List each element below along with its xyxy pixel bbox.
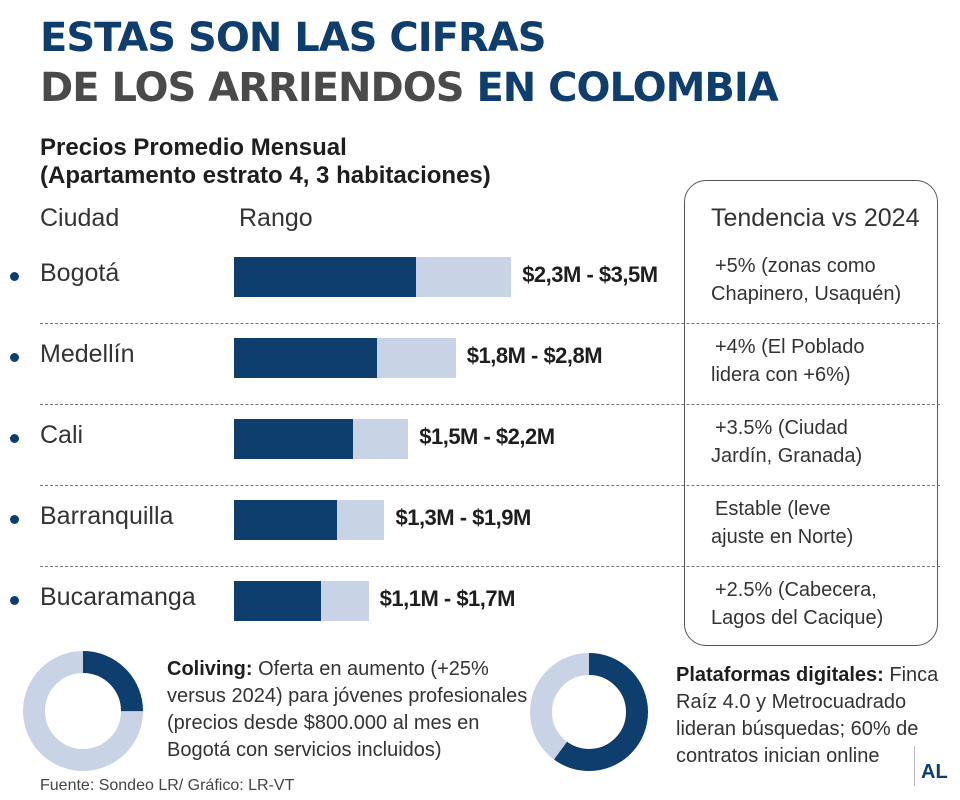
range-label-bogota: $2,3M - $3,5M [522, 262, 658, 287]
trend-text-barranquilla-1: Estable (leve [715, 498, 831, 520]
bullet-dot [10, 596, 19, 605]
range-bar-min-cali [234, 419, 353, 459]
coliving-text-3: (precios desde $800.000 al mes en [167, 712, 480, 734]
trend-text-medellin-2: lidera con +6%) [711, 364, 851, 386]
trend-text-medellin-1: +4% (El Poblado [715, 336, 865, 358]
range-label-cali: $1,5M - $2,2M [419, 424, 555, 449]
bullet-dot [10, 353, 19, 362]
coliving-text-4: Bogotá con servicios incluidos) [167, 739, 442, 761]
row-separator [40, 566, 940, 567]
plataformas-label: Plataformas digitales: [676, 664, 884, 686]
plataformas-text-2: Raíz 4.0 y Metrocuadrado [676, 691, 907, 713]
coliving-label: Coliving: [167, 658, 253, 680]
coliving-donut-fill [23, 651, 143, 771]
coliving-text-2: versus 2024) para jóvenes profesionales [167, 685, 528, 707]
plataformas-donut [530, 653, 648, 771]
trend-text-bucaramanga-1: +2.5% (Cabecera, [715, 579, 877, 601]
title-line-1: ESTAS SON LAS CIFRAS [40, 15, 547, 61]
column-header-range: Rango [239, 204, 313, 232]
range-label-barranquilla: $1,3M - $1,9M [395, 505, 531, 530]
city-label-barranquilla: Barranquilla [40, 502, 174, 530]
bullet-dot [10, 272, 19, 281]
subtitle-line-1: Precios Promedio Mensual [40, 134, 347, 161]
bullet-dot [10, 434, 19, 443]
coliving-note-line-1: Coliving: Oferta en aumento (+25% [167, 656, 527, 683]
trend-text-bogota-2: Chapinero, Usaquén) [711, 283, 902, 305]
plataformas-note: Plataformas digitales: Finca Raíz 4.0 y … [676, 662, 938, 770]
row-separator [40, 485, 940, 486]
range-label-bucaramanga: $1,1M - $1,7M [379, 586, 516, 611]
source-note: Fuente: Sondeo LR/ Gráfico: LR-VT [40, 777, 295, 794]
row-separator [40, 323, 940, 324]
plataformas-text-3: lideran búsquedas; 60% de [676, 718, 919, 740]
plataformas-text-4: contratos inician online [676, 745, 880, 767]
bullet-dot [10, 515, 19, 524]
coliving-note: Coliving: Oferta en aumento (+25% versus… [167, 656, 527, 764]
subtitle-line-2: (Apartamento estrato 4, 3 habitaciones) [40, 162, 491, 189]
range-label-medellin: $1,8M - $2,8M [466, 343, 603, 368]
column-header-trend: Tendencia vs 2024 [711, 204, 920, 232]
city-label-cali: Cali [40, 421, 84, 449]
range-bar-min-bogota [234, 257, 417, 297]
logo-divider [914, 746, 915, 786]
trend-text-bogota-1: +5% (zonas como [715, 255, 876, 277]
range-bar-min-medellin [234, 338, 377, 378]
coliving-text-1: Oferta en aumento (+25% [252, 658, 489, 680]
trend-column-box [684, 180, 938, 646]
row-separator [40, 404, 940, 405]
plataformas-note-line-1: Plataformas digitales: Finca [676, 662, 938, 689]
column-header-city: Ciudad [40, 204, 120, 232]
trend-text-cali-1: +3.5% (Ciudad [715, 417, 848, 439]
plataformas-text-1: Finca [883, 664, 939, 686]
subtitle: Precios Promedio Mensual (Apartamento es… [40, 134, 491, 190]
title-line-2: DE LOS ARRIENDOS EN COLOMBIA [40, 64, 779, 112]
range-bar-min-barranquilla [234, 500, 337, 540]
city-label-bogota: Bogotá [40, 259, 120, 287]
city-label-medellin: Medellín [40, 340, 135, 368]
trend-text-bucaramanga-2: Lagos del Cacique) [711, 607, 884, 629]
title-line-2-part-2: EN COLOMBIA [476, 65, 778, 111]
plataformas-donut-fill [530, 653, 648, 771]
publisher-logo: AL [921, 761, 948, 783]
range-bar-min-bucaramanga [234, 581, 322, 621]
trend-text-cali-2: Jardín, Granada) [711, 445, 863, 467]
trend-text-barranquilla-2: ajuste en Norte) [711, 526, 854, 548]
city-label-bucaramanga: Bucaramanga [40, 583, 196, 611]
coliving-donut [23, 651, 143, 771]
title-line-2-part-1: DE LOS ARRIENDOS [40, 65, 477, 111]
